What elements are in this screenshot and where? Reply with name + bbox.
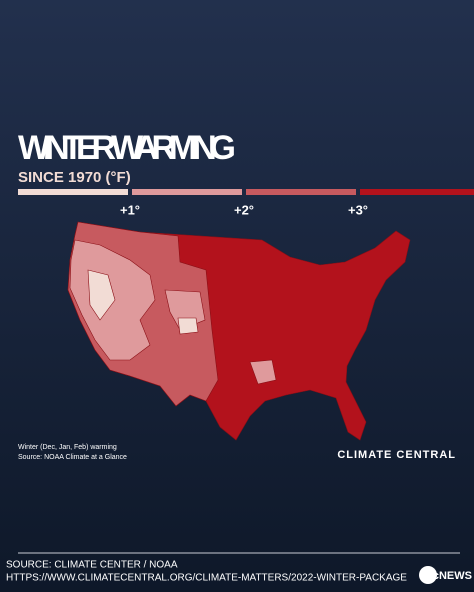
legend-label: +3° [348,202,368,217]
footer-url: HTTPS://WWW.CLIMATECENTRAL.ORG/CLIMATE-M… [6,573,407,584]
us-map [67,221,411,441]
legend-swatch [360,189,474,195]
footer-source: SOURCE: CLIMATE CENTER / NOAA [6,560,178,571]
legend: +1° +2° +3° [18,189,474,217]
map-region [87,269,116,321]
title: WINTER WARMING [18,129,236,167]
brand: CLIMATE CENTRAL [337,449,456,461]
logo: abcNEWS [420,570,472,582]
logo-circle [419,566,437,584]
map-region [177,317,199,335]
legend-label: +2° [234,202,254,217]
legend-swatch [246,189,356,195]
note: Winter (Dec, Jan, Feb) warming [18,444,117,451]
subtitle: SINCE 1970 (°F) [18,169,131,186]
legend-swatch [18,189,128,195]
note: Source: NOAA Climate at a Glance [18,454,127,461]
legend-label: +1° [120,202,140,217]
map-region [249,359,277,385]
legend-swatch [132,189,242,195]
